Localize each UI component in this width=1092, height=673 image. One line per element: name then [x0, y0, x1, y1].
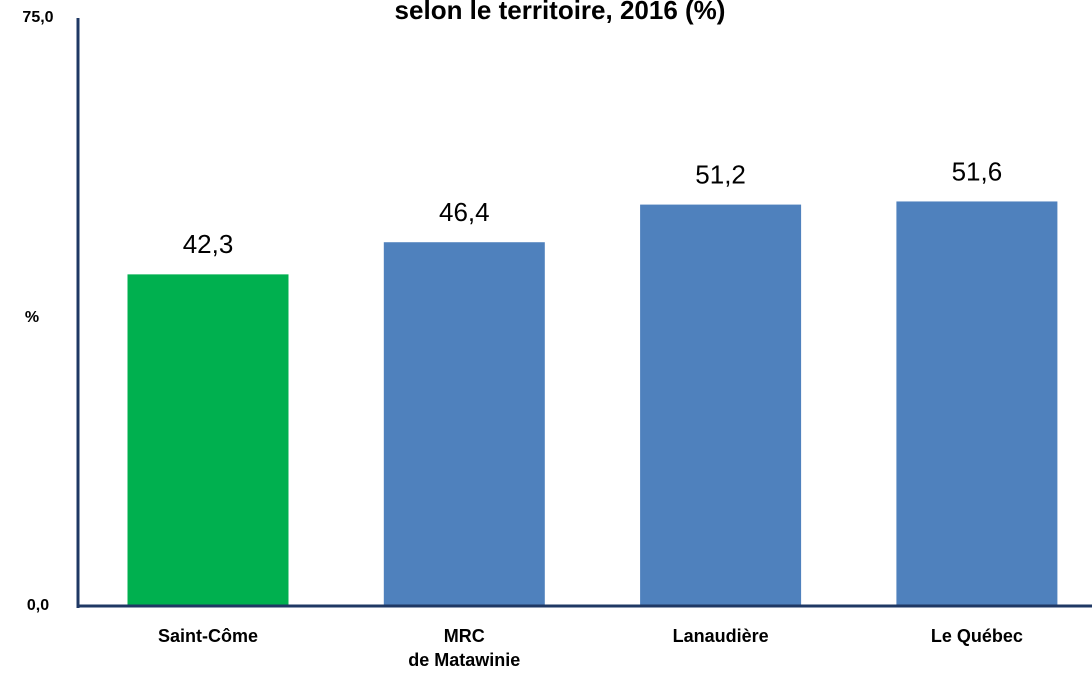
- bar: [640, 204, 802, 607]
- bar: [896, 201, 1058, 606]
- value-label: 46,4: [439, 197, 490, 227]
- x-tick-label: Lanaudière: [672, 626, 769, 646]
- chart-title: selon le territoire, 2016 (%): [395, 0, 726, 25]
- value-label: 51,6: [952, 156, 1003, 186]
- bar: [127, 274, 289, 606]
- x-tick-label: Le Québec: [930, 626, 1023, 646]
- x-tick-label: MRC de Matawinie: [408, 626, 521, 670]
- y-axis-label: %: [25, 309, 39, 326]
- value-label: 42,3: [183, 229, 234, 259]
- value-label: 51,2: [695, 159, 746, 189]
- bar: [383, 242, 545, 606]
- x-tick-label: Saint-Côme: [157, 626, 258, 646]
- y-tick-label: 75,0: [22, 9, 53, 26]
- y-tick-label: 0,0: [27, 597, 49, 614]
